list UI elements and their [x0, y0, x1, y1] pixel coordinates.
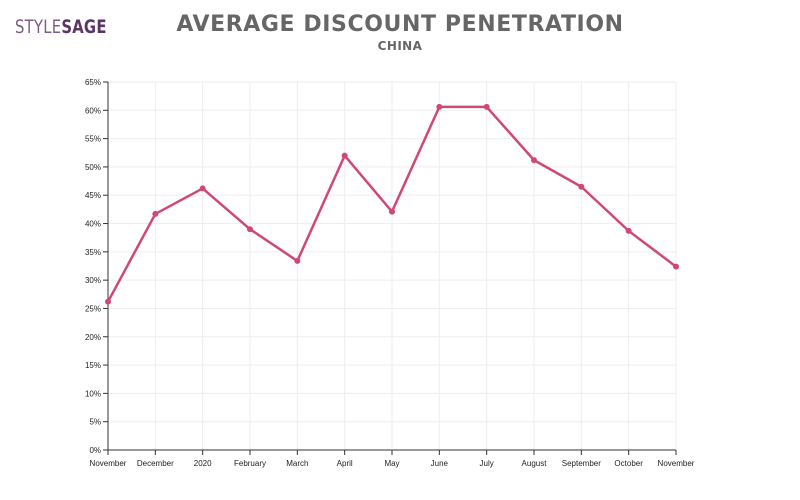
x-tick-label: 2020 — [194, 459, 212, 468]
data-point — [105, 298, 111, 305]
logo-part-style: STYLE — [15, 16, 62, 38]
y-tick-label: 55% — [85, 135, 101, 144]
data-point — [531, 157, 537, 164]
y-tick-label: 15% — [85, 361, 101, 370]
logo-part-sage: SAGE — [61, 16, 107, 38]
x-tick-label: November — [658, 459, 695, 468]
y-tick-label: 35% — [85, 248, 101, 257]
axes: 0% 5% 10% 15% 20% 25% 30% 35% 40% 45% 50% 55% 60% 65%… — [85, 78, 695, 468]
chart-title: AVERAGE DISCOUNT PENETRATION — [176, 12, 624, 37]
y-tick-label: 50% — [85, 163, 101, 172]
x-tick-label: September — [562, 459, 601, 468]
data-point — [389, 208, 395, 215]
y-tick-label: 5% — [89, 418, 101, 427]
data-point — [625, 227, 632, 234]
x-tick-label: December — [137, 459, 174, 468]
y-tick-label: 0% — [89, 446, 101, 455]
y-tick-label: 40% — [85, 220, 101, 229]
y-tick-label: 25% — [85, 304, 101, 313]
x-tick-label: April — [337, 459, 353, 468]
data-point — [199, 185, 206, 192]
y-tick-label: 60% — [85, 106, 101, 115]
x-tick-label: October — [614, 459, 643, 468]
y-tick-label: 20% — [85, 333, 101, 342]
data-point — [673, 263, 679, 270]
data-point — [341, 152, 348, 159]
y-tick-label: 10% — [85, 389, 101, 398]
grid — [108, 81, 677, 450]
data-point — [578, 183, 585, 190]
x-tick-label: May — [384, 459, 399, 468]
y-tick-label: 65% — [85, 78, 101, 87]
data-point — [436, 103, 443, 110]
data-point — [294, 257, 301, 264]
data-point — [152, 210, 159, 217]
x-tick-label: June — [431, 459, 449, 468]
x-tick-label: August — [522, 459, 548, 468]
y-tick-label: 45% — [85, 191, 101, 200]
data-point — [483, 103, 490, 110]
x-tick-label: July — [480, 459, 494, 468]
series-line — [105, 103, 679, 305]
y-tick-label: 30% — [85, 276, 101, 285]
x-tick-label: November — [90, 459, 127, 468]
x-tick-label: March — [286, 459, 308, 468]
data-point — [247, 226, 253, 233]
stylesage-logo: STYLESAGE — [15, 16, 107, 38]
x-tick-label: February — [234, 459, 266, 468]
chart-subtitle: CHINA — [377, 39, 423, 53]
